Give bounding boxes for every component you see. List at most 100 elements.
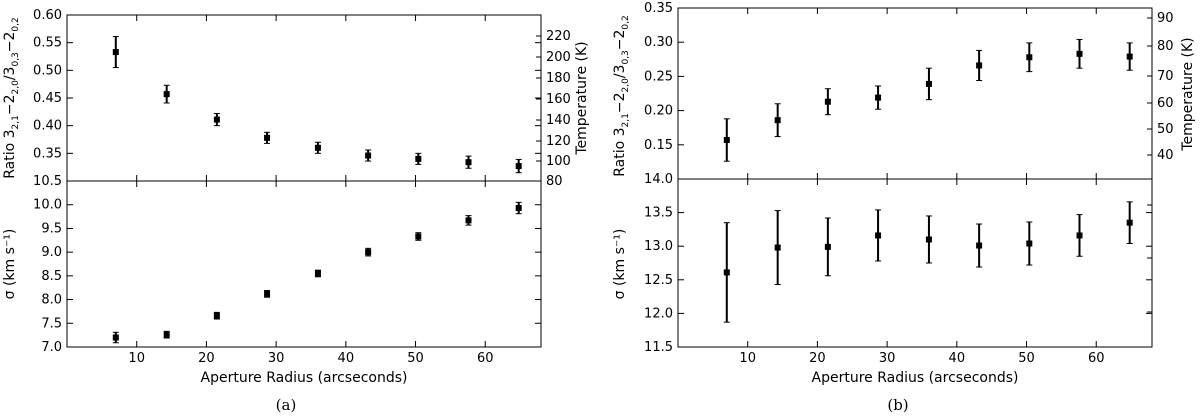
data-point xyxy=(1076,50,1083,57)
x-tick-label: 30 xyxy=(268,351,285,366)
y-tick-label: 0.30 xyxy=(644,35,673,50)
data-point xyxy=(824,98,831,105)
panel-a: 10 20 30 40 50 60 0.35 0.40 0.45 0.50 0.55 0.60 7.0 7… xyxy=(2,8,590,414)
y-tick-label: 13.0 xyxy=(644,239,673,254)
right-tick-label: 160 xyxy=(546,92,571,107)
y-tick-label: 0.55 xyxy=(33,36,62,51)
data-point xyxy=(264,290,271,297)
y-tick-label: 12.0 xyxy=(644,306,673,321)
right-tick-label: 80 xyxy=(1157,39,1174,54)
panel-b-bottom-frame xyxy=(677,178,1153,348)
right-tick-label: 120 xyxy=(546,134,571,149)
data-point xyxy=(925,236,932,243)
right-tick-label: 70 xyxy=(1157,69,1174,84)
data-point xyxy=(112,334,119,341)
data-point xyxy=(314,270,321,277)
panel-a-caption: (a) xyxy=(276,396,297,414)
right-tick-label: 60 xyxy=(1157,96,1174,111)
x-tick-label: 40 xyxy=(949,351,966,366)
right-tick-label: 80 xyxy=(546,174,563,189)
data-point xyxy=(774,244,781,251)
data-point xyxy=(723,269,730,276)
panel-b-right-label: Temperature (K) xyxy=(1180,37,1196,151)
x-tick-label: 10 xyxy=(128,351,145,366)
data-point xyxy=(723,137,730,144)
data-point xyxy=(925,80,932,87)
data-point xyxy=(264,134,271,141)
data-point xyxy=(774,117,781,124)
data-point xyxy=(1026,54,1033,61)
panel-b-xlabel: Aperture Radius (arcseconds) xyxy=(812,370,1019,386)
right-tick-label: 180 xyxy=(546,71,571,86)
data-point xyxy=(415,233,422,240)
y-tick-label: 7.0 xyxy=(41,340,62,355)
data-point xyxy=(112,49,119,56)
right-tick-label: 200 xyxy=(546,50,571,65)
data-point xyxy=(875,232,882,239)
x-tick-label: 30 xyxy=(879,351,896,366)
panel-b: 10 20 30 40 50 60 0.15 0.20 0.25 0.30 0.35 11.5 12.0… xyxy=(612,1,1196,414)
data-point xyxy=(465,159,472,166)
data-point xyxy=(213,116,220,123)
right-tick-label: 40 xyxy=(1157,148,1174,163)
data-point xyxy=(365,152,372,159)
y-tick-label: 10.5 xyxy=(33,174,62,189)
data-point xyxy=(1126,219,1133,226)
y-tick-label: 0.45 xyxy=(33,91,62,106)
panel-a-xlabel: Aperture Radius (arcseconds) xyxy=(201,370,408,386)
y-tick-label: 8.0 xyxy=(41,293,62,308)
panel-a-right-label: Temperature (K) xyxy=(574,41,590,155)
y-tick-label: 12.5 xyxy=(644,273,673,288)
x-tick-label: 60 xyxy=(1088,351,1105,366)
x-tick-label: 20 xyxy=(198,351,215,366)
panel-a-bottom-frame xyxy=(66,180,542,348)
data-point xyxy=(415,155,422,162)
right-tick-label: 140 xyxy=(546,113,571,128)
panel-b-bottom-ylabel: σ (km s⁻¹) xyxy=(612,229,628,300)
right-tick-label: 90 xyxy=(1157,11,1174,26)
right-tick-label: 220 xyxy=(546,29,571,44)
y-tick-label: 9.5 xyxy=(41,221,62,236)
y-tick-label: 0.40 xyxy=(33,119,62,134)
y-tick-label: 14.0 xyxy=(644,172,673,187)
panel-b-top-frame xyxy=(677,7,1153,180)
data-point xyxy=(465,217,472,224)
x-tick-label: 40 xyxy=(338,351,355,366)
data-point xyxy=(1126,53,1133,60)
data-point xyxy=(1026,240,1033,247)
data-point xyxy=(163,91,170,98)
data-point xyxy=(1076,232,1083,239)
data-point xyxy=(976,242,983,249)
y-tick-label: 0.50 xyxy=(33,63,62,78)
y-tick-label: 0.25 xyxy=(644,69,673,84)
y-tick-label: 11.5 xyxy=(644,340,673,355)
y-tick-label: 0.35 xyxy=(644,1,673,16)
x-tick-label: 20 xyxy=(809,351,826,366)
data-point xyxy=(314,144,321,151)
y-tick-label: 7.5 xyxy=(41,316,62,331)
data-point xyxy=(824,243,831,250)
data-point xyxy=(213,312,220,319)
y-tick-label: 10.0 xyxy=(33,198,62,213)
y-tick-label: 0.20 xyxy=(644,104,673,119)
data-point xyxy=(163,331,170,338)
x-tick-label: 10 xyxy=(739,351,756,366)
x-tick-label: 60 xyxy=(477,351,494,366)
data-point xyxy=(365,249,372,256)
y-tick-label: 13.5 xyxy=(644,206,673,221)
panel-b-top-ylabel: Ratio 32,1−22,0/30,3−20,2 xyxy=(612,15,631,177)
data-point xyxy=(515,205,522,212)
y-tick-label: 0.60 xyxy=(33,8,62,23)
y-tick-label: 8.5 xyxy=(41,269,62,284)
data-point xyxy=(875,94,882,101)
right-tick-label: 100 xyxy=(546,154,571,169)
x-tick-label: 50 xyxy=(1018,351,1035,366)
data-point xyxy=(976,62,983,69)
data-point xyxy=(515,163,522,170)
y-tick-label: 0.35 xyxy=(33,146,62,161)
y-tick-label: 0.15 xyxy=(644,138,673,153)
x-tick-label: 50 xyxy=(407,351,424,366)
panel-b-caption: (b) xyxy=(887,396,908,414)
panel-a-top-ylabel: Ratio 32,1−22,0/30,3−20,2 xyxy=(2,17,21,179)
